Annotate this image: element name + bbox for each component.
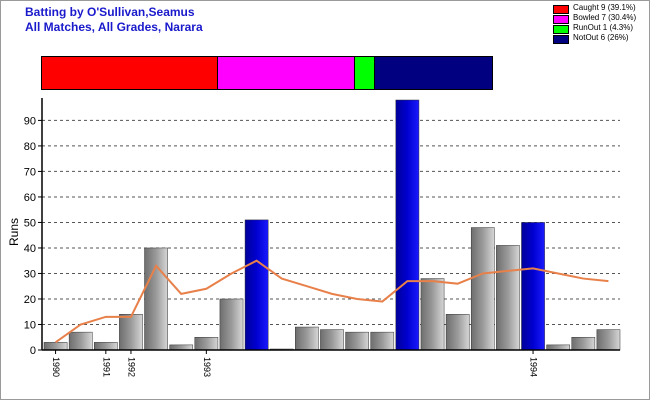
bar [320,329,344,351]
bar [546,344,570,351]
dismissal-segment [42,57,219,89]
legend-label: RunOut 1 (4.3%) [573,23,634,32]
dismissal-stacked-bar [41,56,493,90]
legend-swatch [553,5,569,14]
bar [370,331,395,351]
y-axis-label: Runs [7,218,21,246]
legend-label: NotOut 6 (26%) [573,33,629,42]
y-tick-label: 40 [24,243,36,255]
bar [445,314,470,351]
bar [470,227,495,351]
y-tick-label: 0 [30,345,36,357]
bar [68,331,93,351]
legend-swatch [553,15,569,24]
bar [345,331,369,351]
bar [194,336,219,351]
x-tick-label: 1993 [202,357,212,377]
y-tick-label: 10 [24,319,36,331]
legend-swatch [553,25,569,34]
legend-label: Bowled 7 (30.4%) [573,13,637,22]
bar [119,314,143,351]
bar [420,278,445,351]
y-tick-label: 60 [24,192,36,204]
bar [571,336,596,351]
bar [395,99,420,351]
bar [144,247,168,351]
bar [244,219,269,351]
dismissal-segment [355,57,375,89]
y-tick-label: 90 [24,115,36,127]
x-tick-label: 1990 [51,357,61,377]
bar [521,222,545,351]
bar [169,344,194,351]
x-tick-label: 1991 [101,357,111,377]
bar [94,342,118,351]
dismissal-segment [218,57,356,89]
legend-label: Caught 9 (39.1%) [573,3,636,12]
y-tick-label: 30 [24,268,36,280]
average-line [54,259,609,344]
dismissal-segment [374,57,492,89]
bar [219,298,244,351]
bar [496,245,520,351]
y-tick-label: 50 [24,217,36,229]
bar [295,326,319,351]
x-tick-label: 1992 [127,357,137,377]
chart-subtitle: All Matches, All Grades, Narara [25,20,203,34]
y-tick-label: 70 [24,166,36,178]
x-tick-label: 1994 [529,357,539,377]
legend-swatch [553,35,569,44]
y-tick-label: 80 [24,141,36,153]
bar [43,342,68,351]
y-tick-label: 20 [24,294,36,306]
chart-title: Batting by O'Sullivan,Seamus [25,5,195,19]
bar [596,329,621,351]
